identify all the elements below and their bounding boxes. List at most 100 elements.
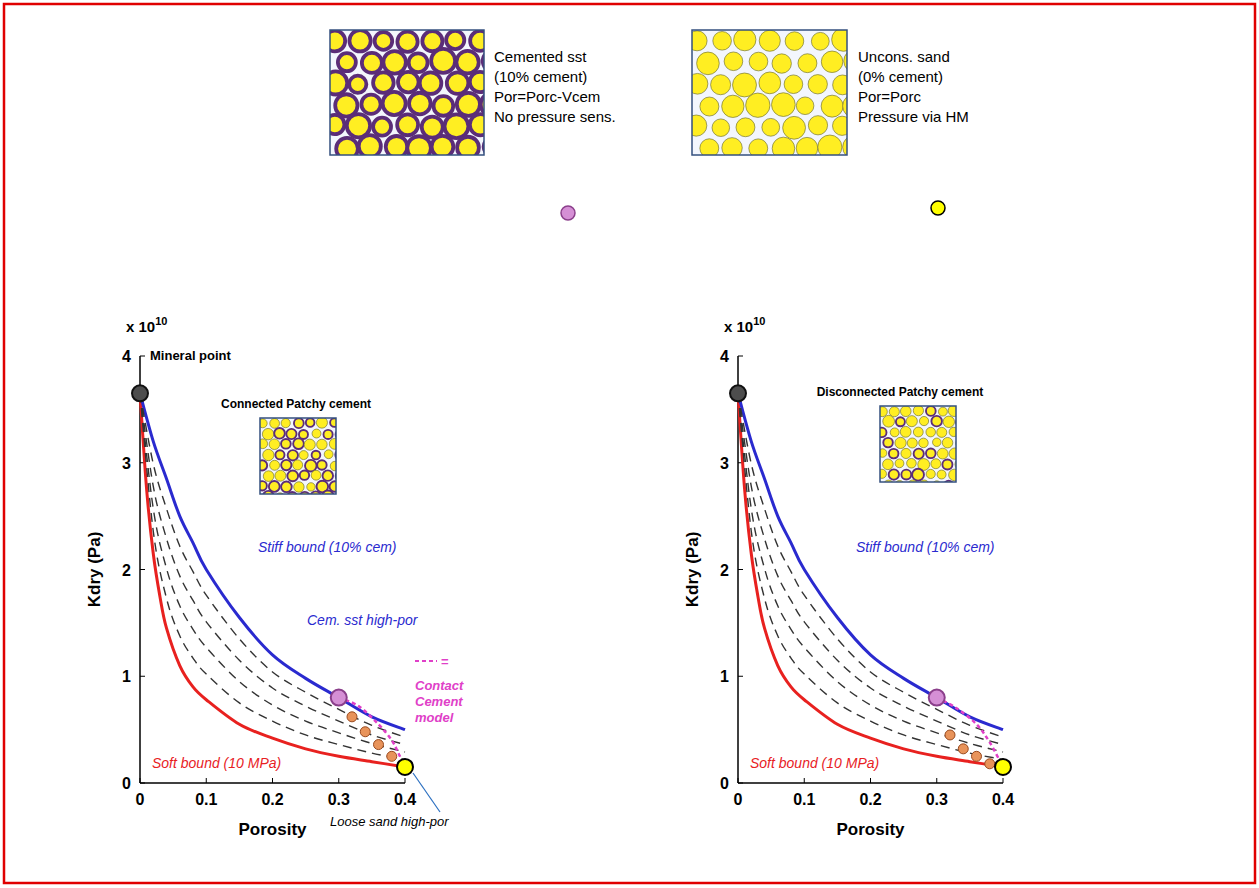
grain <box>906 416 917 427</box>
x-tick <box>870 778 871 783</box>
inset-title: Disconnected Patchy cement <box>817 385 984 399</box>
grain <box>324 450 333 459</box>
grain <box>722 95 744 117</box>
grain <box>446 31 464 49</box>
grain <box>901 470 911 480</box>
grain <box>281 418 290 427</box>
point <box>958 744 968 754</box>
grain <box>880 469 886 478</box>
grain <box>900 406 911 417</box>
grain <box>311 470 321 480</box>
sketch-frame <box>330 30 484 155</box>
grain <box>270 460 280 470</box>
grain <box>880 449 887 458</box>
y-tick-label: 2 <box>720 562 729 579</box>
curve <box>738 393 1003 737</box>
curve <box>738 393 1003 744</box>
grain <box>447 72 469 94</box>
grain <box>772 54 791 73</box>
legend-text: Por=Porc <box>858 88 921 105</box>
grains <box>880 406 956 482</box>
grain <box>931 416 942 427</box>
series-label-line: model <box>415 710 454 725</box>
grain <box>288 450 298 460</box>
grain <box>697 52 720 75</box>
grain <box>361 95 380 114</box>
grain <box>949 448 956 459</box>
sketch-frame <box>692 30 847 155</box>
grain <box>260 481 267 490</box>
x-axis-title: Porosity <box>238 820 307 839</box>
grain <box>938 407 947 416</box>
y-tick-label: 3 <box>122 455 131 472</box>
curve <box>738 393 1003 759</box>
x-tick-label: 0.2 <box>859 791 881 808</box>
series-label: Mineral point <box>150 348 232 363</box>
grain <box>733 73 757 97</box>
x-tick-label: 0.1 <box>793 791 815 808</box>
grain <box>262 428 273 439</box>
grain <box>818 135 842 155</box>
point <box>995 759 1011 775</box>
chart-panel: 00.10.20.30.401234x 1010PorosityKdry (Pa… <box>85 315 464 839</box>
grain <box>937 427 947 437</box>
pore-space <box>260 418 336 494</box>
grain <box>919 438 929 448</box>
x-tick-label: 0 <box>136 791 145 808</box>
x-tick <box>936 778 937 783</box>
grain <box>895 437 906 448</box>
y-tick-label: 4 <box>720 348 729 365</box>
grain <box>734 30 756 51</box>
grain <box>811 32 829 50</box>
inset-title: Connected Patchy cement <box>221 397 371 411</box>
grain <box>759 72 781 94</box>
grain <box>330 418 336 427</box>
point <box>730 385 746 401</box>
x-tick-label: 0 <box>734 791 743 808</box>
grain <box>692 115 707 136</box>
y-tick <box>738 356 743 357</box>
grain <box>692 73 708 94</box>
curve <box>140 393 405 752</box>
grain <box>785 32 804 51</box>
grain <box>263 449 274 460</box>
series-label: ContactCementmodel <box>415 678 464 725</box>
y-tick <box>140 569 145 570</box>
y-multiplier-base: x 10 <box>724 318 753 335</box>
grain <box>397 114 418 135</box>
grain <box>300 470 309 479</box>
grain <box>907 438 917 448</box>
grain <box>700 97 719 116</box>
leader-line <box>413 773 440 812</box>
grain <box>329 438 336 449</box>
y-multiplier: x 1010 <box>126 315 167 335</box>
legend-text: Cemented sst <box>494 48 587 65</box>
grain <box>307 483 315 491</box>
point <box>972 751 982 761</box>
point <box>360 727 370 737</box>
grain <box>926 406 936 416</box>
grain <box>808 75 827 94</box>
grain <box>783 116 806 139</box>
legend-text: No pressure sens. <box>494 108 616 125</box>
grain <box>713 32 732 51</box>
x-tick <box>804 778 805 783</box>
grain <box>772 93 796 117</box>
x-tick-label: 0.1 <box>195 791 217 808</box>
grain <box>260 419 267 428</box>
grain <box>330 115 344 134</box>
grain <box>931 459 941 469</box>
y-tick <box>738 783 743 784</box>
grain <box>692 31 707 51</box>
grain <box>736 118 755 137</box>
grain <box>762 118 780 136</box>
series-label-line: Cement <box>415 694 463 709</box>
grain <box>784 75 803 94</box>
grain <box>316 418 327 428</box>
grain <box>913 427 923 437</box>
grain <box>336 138 358 155</box>
grain <box>359 135 381 155</box>
grain <box>880 428 886 437</box>
series-label: Loose sand high-por <box>330 814 449 829</box>
grain <box>269 439 280 450</box>
